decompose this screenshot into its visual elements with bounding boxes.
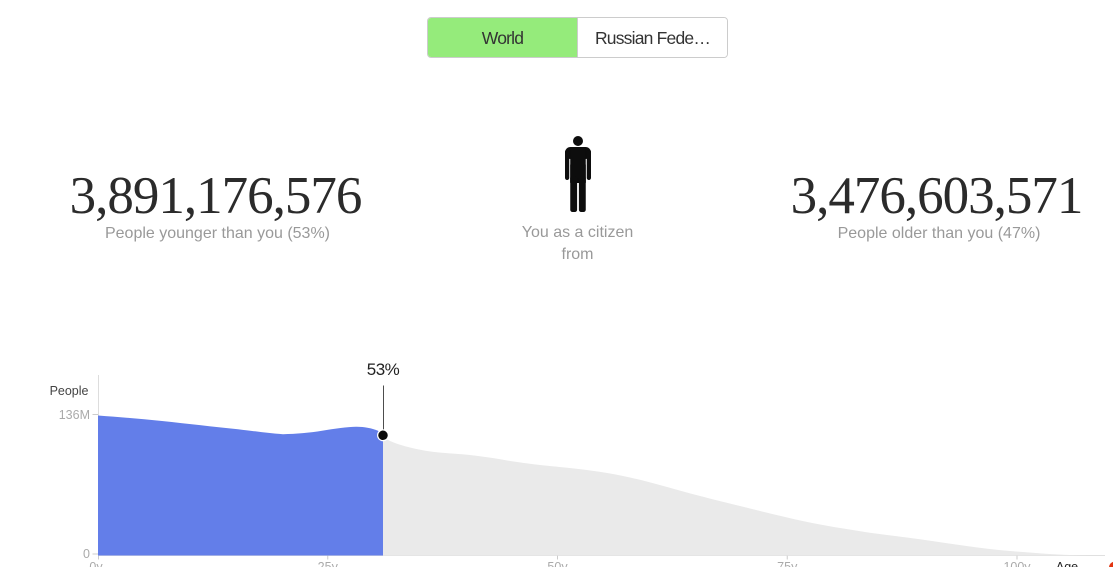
svg-text:People: People: [50, 384, 89, 398]
svg-text:53%: 53%: [367, 360, 400, 379]
svg-text:0: 0: [83, 547, 90, 561]
svg-text:50y: 50y: [547, 560, 568, 567]
svg-text:0y: 0y: [89, 560, 103, 567]
svg-text:Age: Age: [1056, 560, 1078, 567]
svg-text:25y: 25y: [318, 560, 339, 567]
svg-text:75y: 75y: [777, 560, 798, 567]
svg-text:100y: 100y: [1003, 560, 1031, 567]
svg-text:136M: 136M: [59, 408, 90, 422]
